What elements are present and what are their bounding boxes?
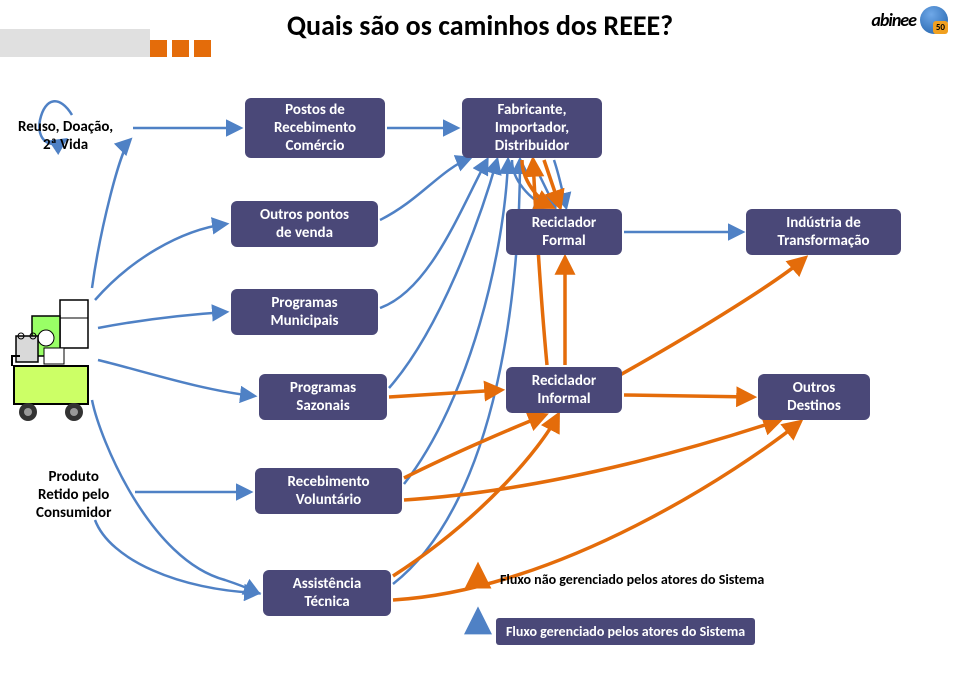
node-outros-destinos: OutrosDestinos xyxy=(758,374,870,420)
node-assistencia-tecnica: AssistênciaTécnica xyxy=(263,570,391,616)
node-industria: Indústria deTransformação xyxy=(746,209,901,255)
label-produto-retido: ProdutoRetido peloConsumidor xyxy=(36,468,111,522)
node-reciclador-formal: RecicladorFormal xyxy=(506,209,622,255)
label-reuso: Reuso, Doação,2ª Vida xyxy=(18,118,113,154)
node-postos-recebimento: Postos deRecebimentoComércio xyxy=(245,98,385,158)
legend-orange-text: Fluxo não gerenciado pelos atores do Sis… xyxy=(500,572,764,589)
legend-blue-text: Fluxo gerenciado pelos atores do Sistema xyxy=(496,618,755,645)
node-fabricante: Fabricante,Importador,Distribuidor xyxy=(462,98,602,158)
node-reciclador-informal: RecicladorInformal xyxy=(506,367,622,413)
node-programas-sazonais: ProgramasSazonais xyxy=(259,374,387,420)
node-outros-pontos: Outros pontosde venda xyxy=(231,201,378,247)
node-programas-municipais: ProgramasMunicipais xyxy=(231,289,378,335)
appliances-icon xyxy=(10,290,100,430)
node-recebimento-voluntario: RecebimentoVoluntário xyxy=(255,468,402,514)
